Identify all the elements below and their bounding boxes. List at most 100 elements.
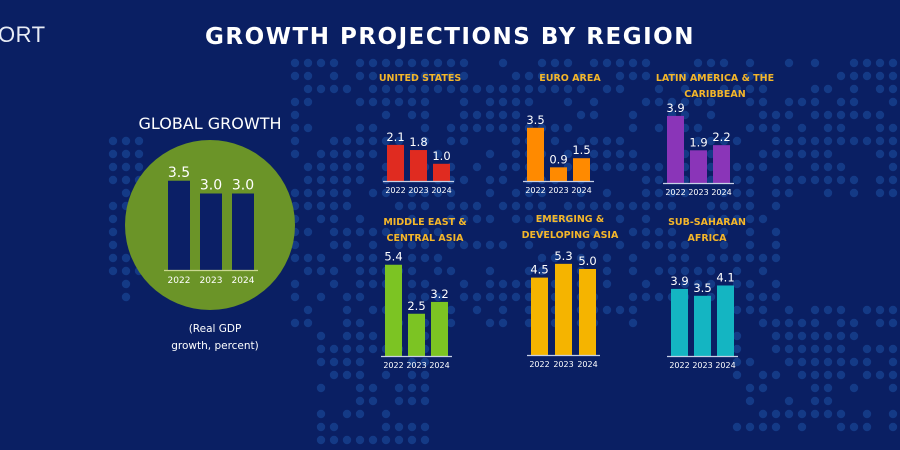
panel-title-line: MIDDLE EAST & [383, 217, 467, 228]
map-dot [758, 383, 768, 393]
map-dot [394, 201, 404, 211]
map-dot [420, 227, 430, 237]
map-dot [355, 383, 365, 393]
map-dot [706, 253, 716, 263]
data-label-2023: 2.5 [407, 299, 425, 313]
map-dot [394, 435, 404, 445]
panel-title-sub-saharan-africa: SUB-SAHARAN AFRICA [637, 215, 777, 247]
map-dot [667, 201, 677, 211]
map-dot [342, 227, 352, 237]
map-dot [524, 201, 534, 211]
map-dot [888, 318, 898, 328]
map-dot [641, 240, 651, 250]
map-dot [446, 123, 456, 133]
map-dot [459, 136, 469, 146]
map-dot [550, 253, 560, 263]
map-dot [615, 149, 625, 159]
map-dot [849, 136, 859, 146]
map-dot [654, 84, 664, 94]
map-dot [875, 110, 885, 120]
map-dot [108, 201, 118, 211]
map-dot [329, 370, 339, 380]
map-dot [771, 422, 781, 432]
map-dot [797, 175, 807, 185]
map-dot [368, 396, 378, 406]
map-dot [719, 227, 729, 237]
map-dot [745, 97, 755, 107]
map-dot [771, 370, 781, 380]
year-label-2022: 2022 [665, 188, 685, 197]
map-dot [784, 344, 794, 354]
data-label-2024: 3.0 [232, 178, 254, 194]
map-dot [121, 175, 131, 185]
map-dot [290, 149, 300, 159]
year-label-2022: 2022 [168, 276, 191, 286]
map-dot [849, 331, 859, 341]
map-dot [355, 214, 365, 224]
map-dot [316, 435, 326, 445]
bar-2024 [573, 158, 590, 181]
map-dot [745, 201, 755, 211]
map-dot [407, 396, 417, 406]
map-dot [407, 84, 417, 94]
map-dot [888, 136, 898, 146]
map-dot [433, 58, 443, 68]
map-dot [784, 188, 794, 198]
map-dot [433, 149, 443, 159]
map-dot [849, 175, 859, 185]
map-dot [511, 110, 521, 120]
map-dot [745, 383, 755, 393]
map-dot [355, 253, 365, 263]
map-dot [745, 227, 755, 237]
map-dot [420, 110, 430, 120]
map-dot [355, 409, 365, 419]
year-label-2024: 2024 [571, 186, 591, 195]
map-dot [472, 214, 482, 224]
map-dot [472, 305, 482, 315]
map-dot [342, 201, 352, 211]
map-dot [732, 188, 742, 198]
year-label-2023: 2023 [548, 186, 568, 195]
map-dot [849, 84, 859, 94]
map-dot [459, 123, 469, 133]
map-dot [849, 71, 859, 81]
map-dot [121, 162, 131, 172]
map-dot [550, 71, 560, 81]
map-dot [862, 357, 872, 367]
map-dot [602, 162, 612, 172]
map-dot [602, 188, 612, 198]
panel-title-line: CARIBBEAN [684, 89, 746, 100]
map-dot [641, 279, 651, 289]
map-dot [329, 344, 339, 354]
map-dot [888, 422, 898, 432]
map-dot [810, 383, 820, 393]
map-dot [654, 162, 664, 172]
map-dot [719, 84, 729, 94]
map-dot [407, 422, 417, 432]
map-dot [797, 318, 807, 328]
map-dot [498, 110, 508, 120]
map-dot [407, 266, 417, 276]
map-dot [719, 240, 729, 250]
data-label-2023: 3.5 [693, 281, 711, 295]
map-dot [355, 58, 365, 68]
map-dot [797, 370, 807, 380]
map-dot [459, 279, 469, 289]
map-dot [407, 435, 417, 445]
map-dot [550, 123, 560, 133]
map-dot [836, 71, 846, 81]
map-dot [316, 175, 326, 185]
map-dot [862, 370, 872, 380]
map-dot [836, 422, 846, 432]
map-dot [784, 58, 794, 68]
bar-2023 [555, 263, 572, 355]
map-dot [459, 71, 469, 81]
map-dot [342, 409, 352, 419]
map-dot [329, 357, 339, 367]
map-dot [355, 175, 365, 185]
map-dot [498, 318, 508, 328]
map-dot [433, 71, 443, 81]
map-dot [355, 266, 365, 276]
map-dot [316, 253, 326, 263]
map-dot [342, 149, 352, 159]
